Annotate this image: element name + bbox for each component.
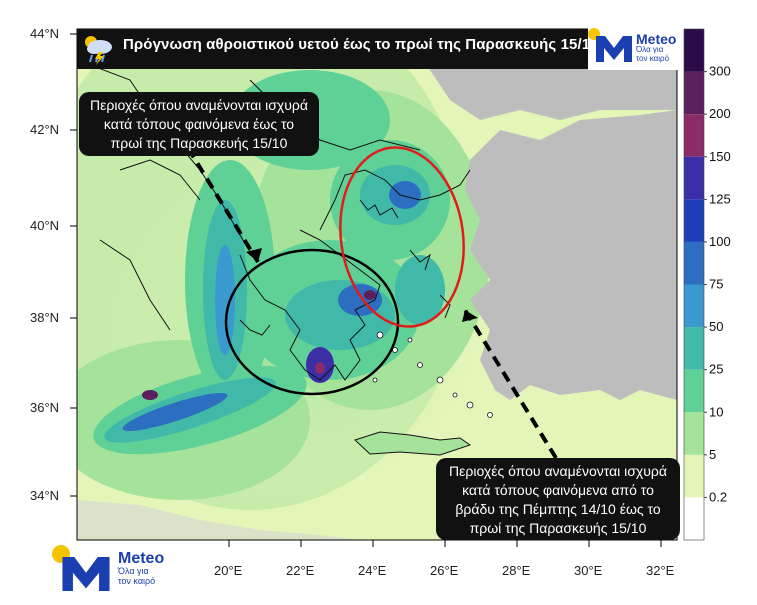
colorbar-swatch: [684, 284, 704, 328]
map-title: Πρόγνωση αθροιστικού υετού έως το πρωί τ…: [123, 36, 637, 53]
precipitation-colorbar: 300 200 150 125 100 75 50 25 10 5 0.2: [683, 28, 731, 541]
m-logo-icon: [62, 557, 110, 591]
colorbar-swatch: [684, 454, 704, 498]
lat-label: 44°N: [30, 26, 59, 41]
colorbar-label: 10: [709, 404, 723, 419]
colorbar-label: 150: [709, 149, 731, 164]
lon-label: 22°E: [286, 563, 315, 578]
colorbar-label: 125: [709, 191, 731, 206]
colorbar-swatch: [684, 369, 704, 413]
lat-label: 34°N: [30, 488, 59, 503]
lon-label: 20°E: [214, 563, 243, 578]
colorbar-label: 100: [709, 234, 731, 249]
lat-label: 36°N: [30, 400, 59, 415]
colorbar-swatch: [684, 114, 704, 157]
colorbar-label: 25: [709, 362, 723, 377]
lon-label: 32°E: [646, 563, 675, 578]
meteo-logo-top: Meteo Όλα για τον καιρό: [588, 28, 680, 70]
brand-name: Meteo: [118, 550, 165, 567]
brand-tagline-2: τον καιρό: [118, 575, 156, 586]
lon-label: 24°E: [358, 563, 387, 578]
brand-tagline-1: Όλα για: [118, 566, 149, 576]
annotation-east: Περιοχές όπου αναμένονται ισχυρά κατά τό…: [436, 458, 680, 540]
brand-tagline-2: τον καιρό: [636, 53, 670, 63]
title-bar: [77, 29, 597, 69]
lon-label: 26°E: [430, 563, 459, 578]
rain-cloud-icon: [80, 32, 116, 66]
colorbar-swatch: [684, 156, 704, 200]
brand-tagline-1: Όλα για: [636, 45, 664, 54]
m-logo-icon: [596, 36, 632, 62]
colorbar-label: 200: [709, 106, 731, 121]
colorbar-label: 0.2: [709, 489, 727, 504]
meteo-logo-bottom: Meteo Όλα για τον καιρό: [52, 545, 182, 595]
colorbar-label: 50: [709, 319, 723, 334]
lon-label: 28°E: [502, 563, 531, 578]
colorbar-swatch: [684, 327, 704, 370]
lat-label: 42°N: [30, 122, 59, 137]
brand-name: Meteo: [636, 31, 677, 47]
colorbar-label: 5: [709, 447, 716, 462]
lat-label: 38°N: [30, 310, 59, 325]
precipitation-field: [77, 29, 677, 540]
colorbar-swatch: [684, 199, 704, 242]
annotation-west: Περιοχές όπου αναμένονται ισχυρά κατά τό…: [79, 92, 319, 156]
lat-label: 40°N: [30, 218, 59, 233]
colorbar-swatch: [684, 29, 704, 72]
lon-label: 30°E: [574, 563, 603, 578]
longitude-axis: 20°E 22°E 24°E 26°E 28°E 30°E 32°E: [214, 540, 675, 578]
colorbar-swatch: [684, 241, 704, 285]
colorbar-swatch: [684, 497, 704, 540]
latitude-axis: 44°N 42°N 40°N 38°N 36°N 34°N: [30, 26, 77, 503]
colorbar-label: 75: [709, 277, 723, 292]
colorbar-swatch: [684, 71, 704, 115]
colorbar-label: 300: [709, 64, 731, 79]
colorbar-swatch: [684, 412, 704, 455]
